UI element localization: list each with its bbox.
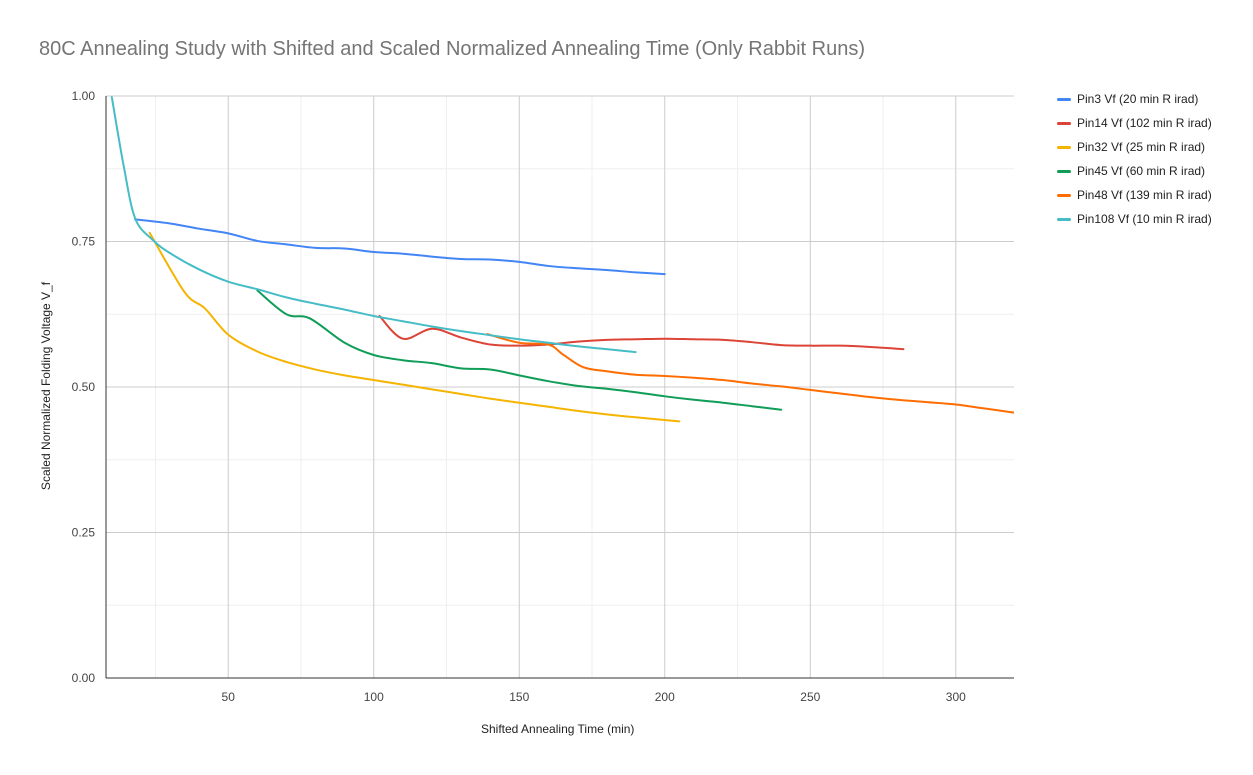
legend-label: Pin32 Vf (25 min R irad) [1077,140,1206,154]
x-tick-label: 100 [364,690,384,704]
legend-swatch [1057,121,1071,125]
series-line-3 [148,231,681,423]
y-tick-label: 0.25 [72,526,96,540]
major-gridlines [106,95,1014,679]
y-tick-label: 1.00 [72,89,96,103]
x-tick-label: 50 [222,690,236,704]
chart-title: 80C Annealing Study with Shifted and Sca… [39,38,866,60]
x-tick-label: 200 [655,690,675,704]
series-line-5 [486,333,1014,414]
legend-swatch [1057,193,1071,197]
legend-item[interactable]: Pin32 Vf (25 min R irad) [1057,135,1212,159]
x-tick-label: 150 [509,690,529,704]
x-tick-label: 250 [800,690,820,704]
x-axis-title: Shifted Annealing Time (min) [481,722,635,736]
tick-labels: 50 100 150 200 250 300 0.00 0.25 0.50 0.75 1.00 [72,89,966,704]
legend-item[interactable]: Pin108 Vf (10 min R irad) [1057,207,1212,231]
series-line-2 [378,315,905,351]
legend-item[interactable]: Pin45 Vf (60 min R irad) [1057,159,1212,183]
legend-swatch [1057,145,1071,149]
legend-item[interactable]: Pin14 Vf (102 min R irad) [1057,111,1212,135]
legend-item[interactable]: Pin48 Vf (139 min R irad) [1057,183,1212,207]
series-line-4 [256,289,783,411]
y-tick-label: 0.75 [72,235,96,249]
y-axis-title: Scaled Normalized Folding Voltage V_f [39,281,53,491]
legend-label: Pin3 Vf (20 min R irad) [1077,92,1199,106]
legend-item[interactable]: Pin3 Vf (20 min R irad) [1057,87,1212,111]
legend-label: Pin45 Vf (60 min R irad) [1077,164,1206,178]
legend-swatch [1057,97,1071,101]
legend-swatch [1057,217,1071,221]
y-tick-label: 0.50 [72,380,96,394]
series-line-1 [134,218,666,276]
y-tick-label: 0.00 [72,671,96,685]
legend-label: Pin108 Vf (10 min R irad) [1077,212,1212,226]
legend-label: Pin14 Vf (102 min R irad) [1077,116,1212,130]
legend-label: Pin48 Vf (139 min R irad) [1077,188,1212,202]
legend-swatch [1057,169,1071,173]
legend: Pin3 Vf (20 min R irad) Pin14 Vf (102 min… [1057,87,1212,231]
series-line-6 [110,96,637,354]
series-lines [110,96,1014,423]
x-tick-label: 300 [946,690,966,704]
